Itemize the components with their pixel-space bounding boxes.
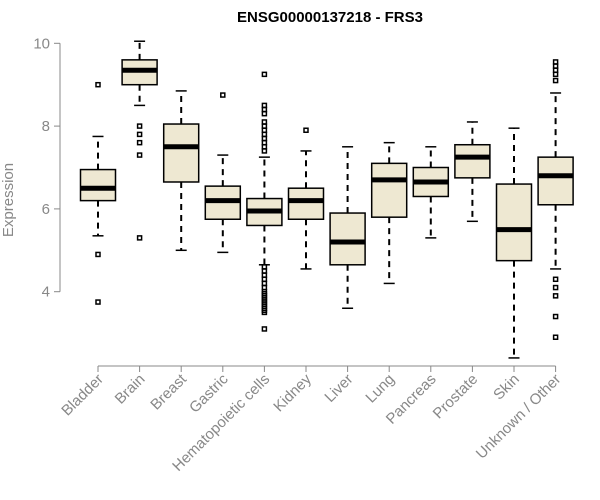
x-tick-label: Kidney <box>270 370 315 415</box>
box-liver <box>329 146 366 310</box>
outlier-point <box>136 139 143 146</box>
x-tick-label: Prostate <box>430 371 482 423</box>
outlier-point <box>261 71 268 78</box>
outlier-point <box>552 313 559 320</box>
outlier-point <box>220 92 226 98</box>
iqr-box <box>162 123 200 183</box>
iqr-box <box>370 162 408 218</box>
box-kidney <box>287 127 325 270</box>
outlier-point <box>552 284 559 291</box>
iqr-box <box>454 143 491 179</box>
outlier-point <box>261 326 268 332</box>
outlier-point <box>552 276 559 283</box>
box-unknown-other <box>537 59 574 340</box>
box-pancreas <box>412 146 450 239</box>
y-tick-label: 8 <box>42 118 50 135</box>
outlier-point <box>95 299 101 305</box>
y-tick-label: 6 <box>42 201 50 218</box>
outlier-point <box>303 127 309 133</box>
plot-area <box>79 40 574 359</box>
outlier-point <box>552 71 559 78</box>
iqr-box <box>495 183 533 262</box>
outlier-point <box>95 251 101 258</box>
x-tick-label: Breast <box>147 370 190 413</box>
box-prostate <box>454 121 491 223</box>
outlier-point <box>136 131 143 138</box>
box-hematopoietic-cells <box>246 71 283 332</box>
outlier-point <box>552 334 559 340</box>
x-tick-label: Liver <box>321 371 356 406</box>
outlier-point <box>136 123 143 129</box>
outlier-point <box>136 235 143 241</box>
outlier-point <box>261 309 268 316</box>
box-breast <box>162 90 200 252</box>
box-brain <box>121 40 158 241</box>
x-tick-label: Bladder <box>58 371 107 420</box>
y-axis-title: Expression <box>0 163 17 237</box>
outlier-point <box>552 293 559 299</box>
y-tick-label: 4 <box>42 284 50 301</box>
iqr-box <box>537 156 574 206</box>
x-tick-label: Skin <box>490 371 523 404</box>
box-lung <box>370 141 408 285</box>
x-tick-label: Lung <box>362 371 398 407</box>
y-tick-label: 10 <box>33 35 50 52</box>
chart-title: ENSG00000137218 - FRS3 <box>237 9 423 26</box>
box-bladder <box>79 81 117 305</box>
y-axis: 4 6 8 10 <box>33 35 61 301</box>
iqr-box <box>329 212 366 266</box>
x-tick-label: Brain <box>112 371 149 408</box>
outlier-point <box>552 77 559 84</box>
outlier-point <box>261 148 268 154</box>
iqr-box <box>287 187 325 220</box>
box-skin <box>495 127 533 359</box>
outlier-point <box>261 110 268 117</box>
outlier-point <box>136 152 143 158</box>
box-gastric <box>204 92 242 254</box>
iqr-box <box>79 168 117 202</box>
outlier-point <box>95 81 101 88</box>
